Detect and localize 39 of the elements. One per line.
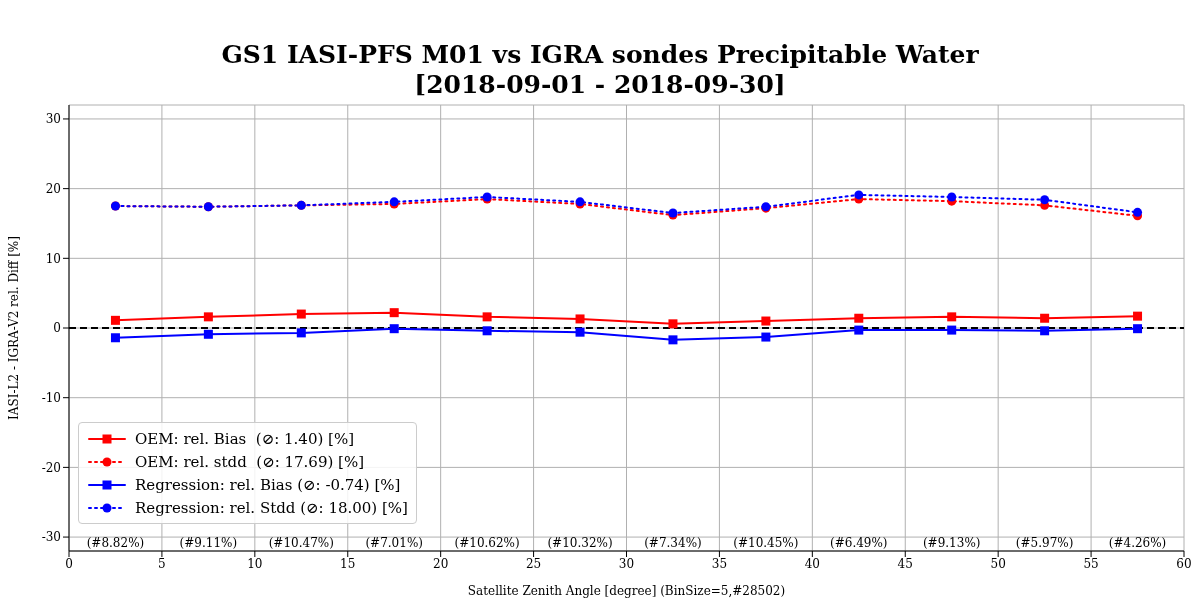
- x-tick-label: 0: [65, 556, 73, 571]
- legend-label: Regression: rel. Bias (⊘: -0.74) [%]: [135, 475, 401, 494]
- legend-label: OEM: rel. Bias (⊘: 1.40) [%]: [135, 429, 355, 448]
- x-tick-label: 30: [618, 556, 635, 571]
- annotation: (#10.62%): [454, 536, 520, 550]
- x-tick-label: 5: [158, 556, 166, 571]
- annotation: (#10.45%): [733, 536, 799, 550]
- annotation: (#8.82%): [86, 536, 145, 550]
- annotation: (#9.11%): [179, 536, 238, 550]
- legend-label: Regression: rel. Stdd (⊘: 18.00) [%]: [135, 498, 408, 517]
- x-tick-label: 20: [433, 556, 449, 571]
- annotation: (#4.26%): [1108, 536, 1167, 550]
- x-tick-label: 50: [990, 556, 1006, 571]
- x-tick-label: 15: [340, 556, 356, 571]
- x-tick-label: 10: [247, 556, 263, 571]
- annotation: (#5.97%): [1015, 536, 1074, 550]
- y-tick-label: 30: [45, 112, 61, 127]
- annotation: (#9.13%): [922, 536, 981, 550]
- y-tick-label: -20: [41, 460, 61, 475]
- chart-title: GS1 IASI-PFS M01 vs IGRA sondes Precipitable Water [2018-09-01 - 2018-09-30]: [220, 40, 980, 100]
- y-tick-label: 10: [45, 251, 61, 266]
- annotation: (#10.32%): [547, 536, 613, 550]
- legend-label: OEM: rel. stdd (⊘: 17.69) [%]: [135, 452, 365, 471]
- annotation: (#7.34%): [644, 536, 702, 550]
- y-tick-label: -10: [41, 390, 61, 405]
- y-axis-title: IASI-L2 - IGRA-V2 rel. Diff [%]: [7, 236, 22, 420]
- x-tick-label: 25: [525, 556, 542, 571]
- x-tick-label: 40: [804, 556, 820, 571]
- y-tick-label: 0: [53, 321, 61, 336]
- x-axis-title: Satellite Zenith Angle [degree] (BinSize=5,#28502): [467, 584, 786, 598]
- annotation: (#6.49%): [830, 536, 888, 550]
- annotation: (#7.01%): [365, 536, 423, 550]
- x-tick-label: 45: [897, 556, 913, 571]
- y-tick-label: 20: [45, 181, 61, 196]
- x-tick-label: 35: [711, 556, 728, 571]
- y-tick-label: -30: [41, 530, 61, 545]
- x-tick-label: 60: [1176, 556, 1192, 571]
- annotation: (#10.47%): [268, 536, 334, 550]
- x-tick-label: 55: [1083, 556, 1099, 571]
